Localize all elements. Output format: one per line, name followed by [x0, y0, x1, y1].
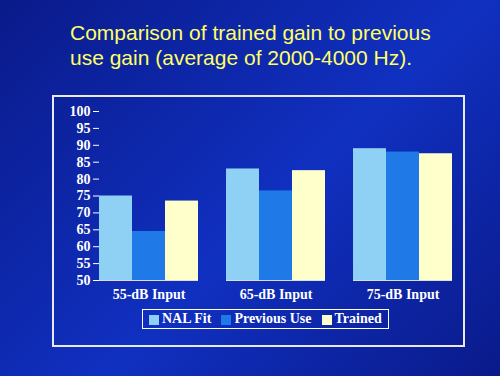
svg-text:60: 60 [77, 239, 91, 254]
svg-text:50: 50 [77, 273, 91, 288]
svg-text:55: 55 [77, 256, 91, 271]
svg-text:95: 95 [77, 121, 91, 136]
html-text:NAL Fit: NAL Fit [162, 311, 212, 326]
svg-text:65-dB Input: 65-dB Input [240, 287, 313, 302]
svg-text:85: 85 [77, 155, 91, 170]
svg-text:80: 80 [77, 172, 91, 187]
svg-text:90: 90 [77, 138, 91, 153]
html-text:Trained: Trained [334, 311, 382, 326]
svg-text:75-dB Input: 75-dB Input [367, 287, 440, 302]
svg-text:55-dB Input: 55-dB Input [113, 287, 186, 302]
html-text:Comparison of trained gain to: Comparison of trained gain to previous u… [70, 21, 431, 69]
svg-text:100: 100 [70, 104, 91, 119]
svg-text:70: 70 [77, 205, 91, 220]
svg-text:65: 65 [77, 222, 91, 237]
svg-text:75: 75 [77, 188, 91, 203]
html-text:Previous Use: Previous Use [234, 311, 312, 326]
